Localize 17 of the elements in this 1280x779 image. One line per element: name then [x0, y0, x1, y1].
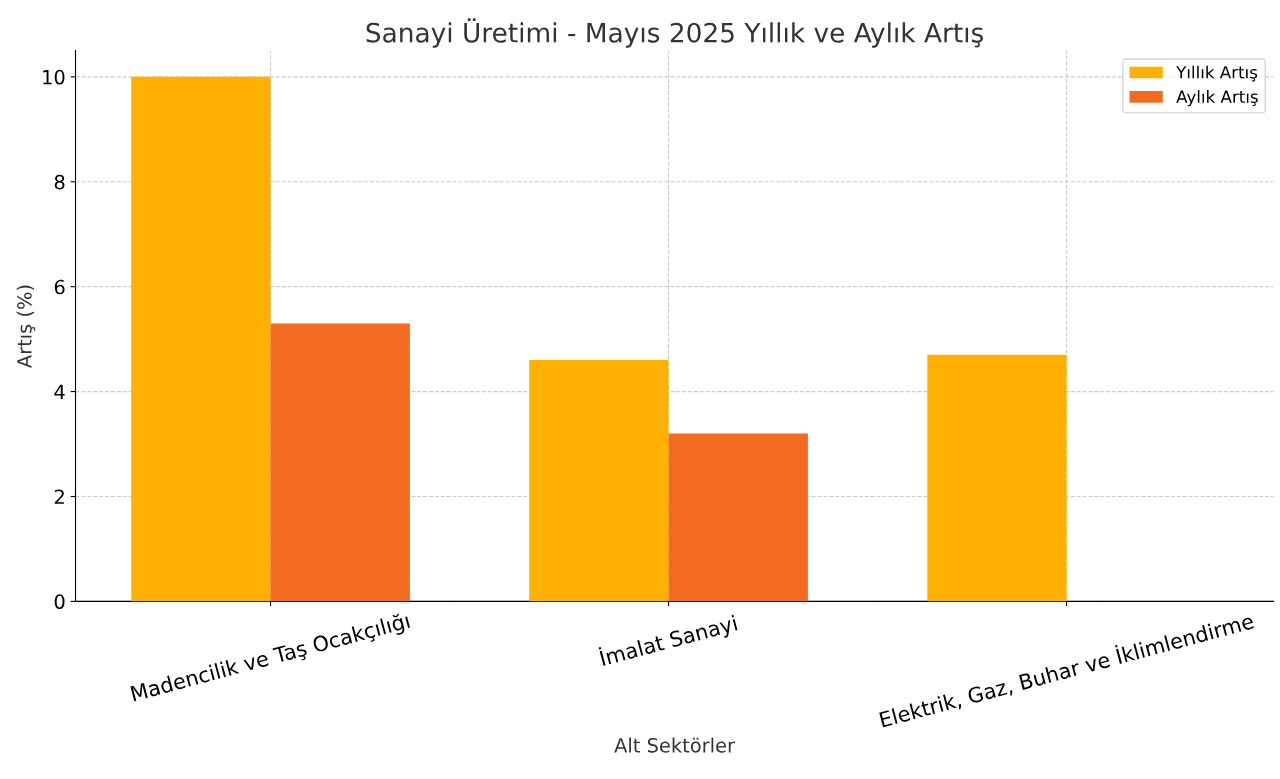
bar	[529, 360, 669, 602]
legend-label: Yıllık Artış	[1176, 65, 1258, 82]
y-axis-title: Artış (%)	[16, 285, 36, 368]
bar	[927, 354, 1067, 602]
bar	[668, 433, 808, 602]
y-tick-label: 8	[54, 174, 65, 190]
y-tick-label: 0	[54, 594, 65, 610]
y-tick-label: 2	[54, 489, 64, 504]
chart-title: Sanayi Üretimi - Mayıs 2025 Yıllık ve Aylık Artış	[366, 18, 984, 48]
x-axis-title: Alt Sektörler	[614, 737, 736, 753]
legend-label: Aylık Artış	[1176, 90, 1258, 107]
y-tick-label: 10	[43, 69, 65, 85]
y-tick-label: 4	[54, 384, 65, 399]
y-tick-label: 6	[54, 279, 65, 295]
bar	[131, 76, 271, 602]
x-tick-label: İmalat Sanayi	[598, 611, 739, 671]
bar	[270, 323, 410, 602]
